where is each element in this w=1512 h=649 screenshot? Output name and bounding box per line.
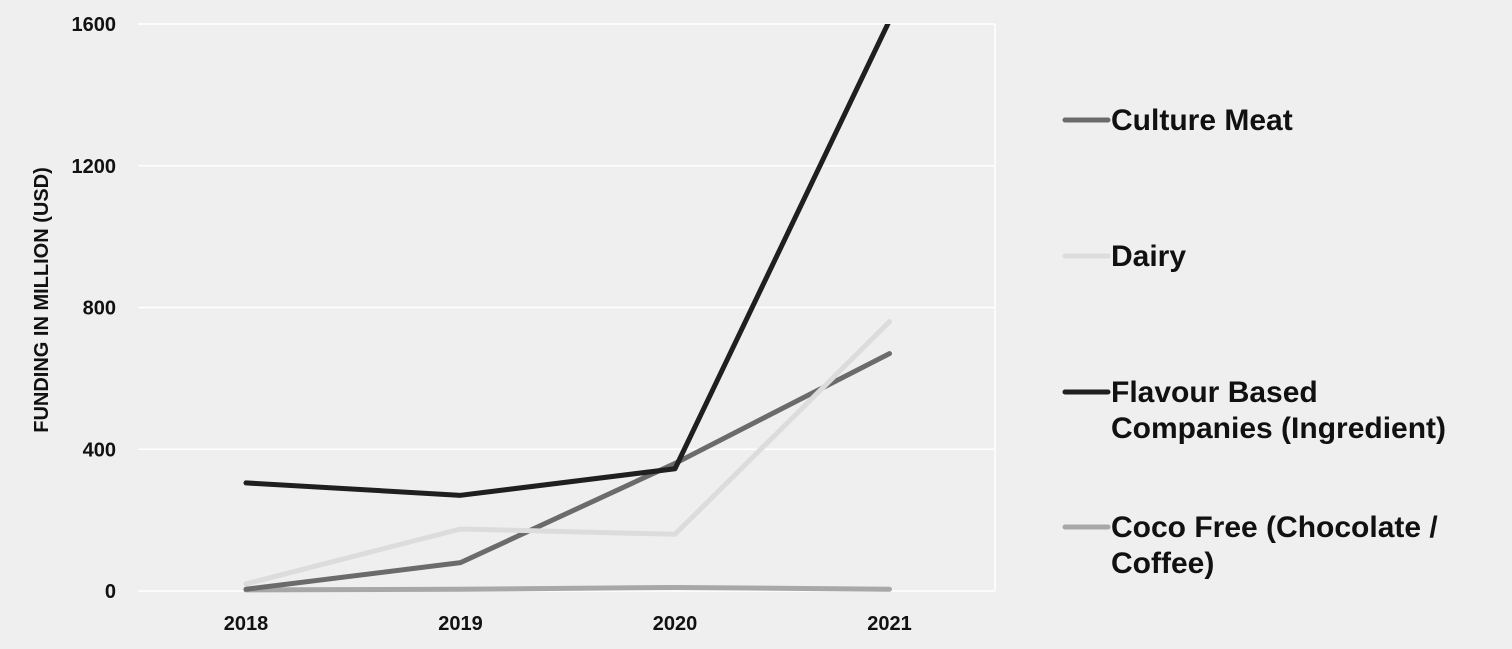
series-line (243, 319, 892, 587)
x-tick-label: 2019 (438, 613, 483, 635)
legend-label: Coffee) (1111, 547, 1214, 580)
y-tick-label: 0 (105, 581, 116, 603)
x-tick-label: 2018 (224, 613, 269, 635)
legend-label: Coco Free (Chocolate / (1111, 511, 1438, 544)
y-tick-label: 1200 (72, 156, 117, 178)
x-tick-label: 2020 (653, 613, 698, 635)
legend-label: Dairy (1111, 240, 1186, 273)
series-line (243, 24, 891, 498)
y-tick-label: 800 (83, 298, 116, 320)
legend-label: Flavour Based (1111, 376, 1318, 409)
series-line (243, 584, 892, 593)
y-axis-title: FUNDING IN MILLION (USD) (31, 167, 53, 433)
y-axis-ticks: 0 400 800 1200 1600 (72, 14, 117, 603)
legend-label: Culture Meat (1111, 104, 1293, 137)
y-tick-label: 400 (83, 439, 116, 461)
x-tick-label: 2021 (867, 613, 912, 635)
series-lines (243, 24, 892, 593)
y-tick-label: 1600 (72, 14, 117, 36)
x-axis-ticks: 2018 2019 2020 2021 (224, 613, 912, 635)
legend-label: Companies (Ingredient) (1111, 412, 1446, 445)
series-line (243, 351, 892, 592)
legend: Culture Meat Dairy Flavour BasedCompanies … (1062, 104, 1446, 580)
